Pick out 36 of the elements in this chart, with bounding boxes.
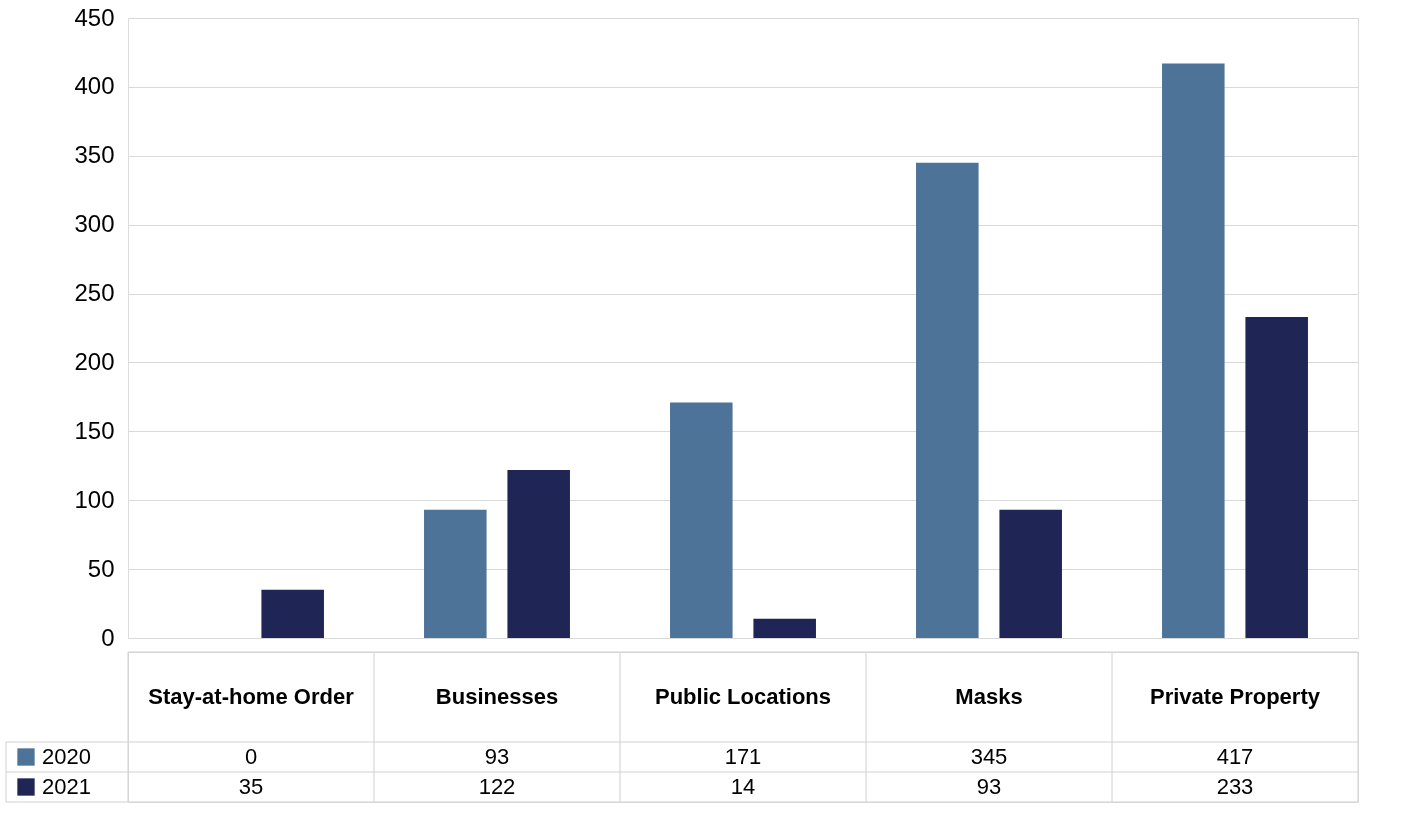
bar <box>670 402 733 638</box>
y-tick-label: 0 <box>101 623 115 651</box>
bar <box>1162 63 1225 638</box>
x-tick-label: Private Property <box>1150 684 1321 709</box>
y-tick-label: 100 <box>74 485 115 513</box>
data-label: 122 <box>478 774 516 799</box>
x-tick-label: Businesses <box>435 684 559 709</box>
y-tick-label: 200 <box>74 347 115 375</box>
bar <box>916 162 979 638</box>
bar <box>1245 316 1308 638</box>
bar <box>999 509 1062 638</box>
data-label: 171 <box>724 744 762 769</box>
legend-label: 2020 <box>42 744 91 769</box>
y-tick-label: 450 <box>74 3 115 31</box>
data-label: 35 <box>238 774 264 799</box>
y-tick-label: 400 <box>74 72 115 100</box>
legend-label: 2021 <box>42 774 91 799</box>
x-tick-label: Stay-at-home Order <box>148 684 355 709</box>
y-tick-label: 50 <box>87 554 115 582</box>
bar <box>753 618 816 638</box>
bar <box>507 469 570 638</box>
bar <box>424 509 487 638</box>
data-label: 417 <box>1216 744 1254 769</box>
y-tick-label: 300 <box>74 210 115 238</box>
data-label: 93 <box>976 774 1002 799</box>
y-tick-label: 350 <box>74 141 115 169</box>
data-label: 93 <box>484 744 510 769</box>
y-tick-label: 250 <box>74 279 115 307</box>
data-label: 0 <box>244 744 258 769</box>
data-label: 345 <box>970 744 1008 769</box>
y-tick-label: 150 <box>74 416 115 444</box>
bar <box>261 589 324 638</box>
data-label: 14 <box>730 774 756 799</box>
data-label: 233 <box>1216 774 1254 799</box>
x-tick-label: Public Locations <box>654 684 832 709</box>
x-tick-label: Masks <box>955 684 1023 709</box>
